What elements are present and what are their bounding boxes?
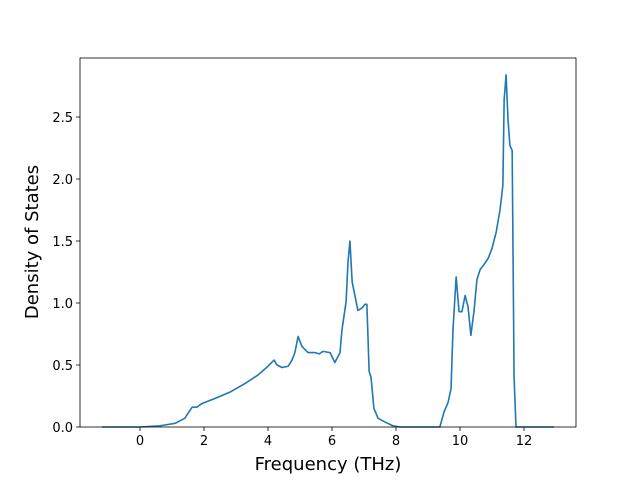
x-tick-label: 10 [452,434,469,449]
x-tick-label: 4 [264,434,272,449]
y-tick-label: 1.5 [52,235,73,250]
x-tick-label: 8 [392,434,400,449]
x-tick-label: 6 [328,434,336,449]
y-tick-label: 2.0 [52,173,73,188]
y-tick-label: 0.0 [52,421,73,436]
x-tick-label: 2 [200,434,208,449]
plot-frame [79,57,577,428]
y-tick-label: 1.0 [52,297,73,312]
x-tick-label: 0 [136,434,144,449]
x-axis-label: Frequency (THz) [255,454,402,475]
y-tick-label: 2.5 [52,111,73,126]
x-tick-label: 12 [516,434,533,449]
y-tick-label: 0.5 [52,359,73,374]
y-axis-label: Density of States [22,165,43,319]
data-line [101,74,555,428]
